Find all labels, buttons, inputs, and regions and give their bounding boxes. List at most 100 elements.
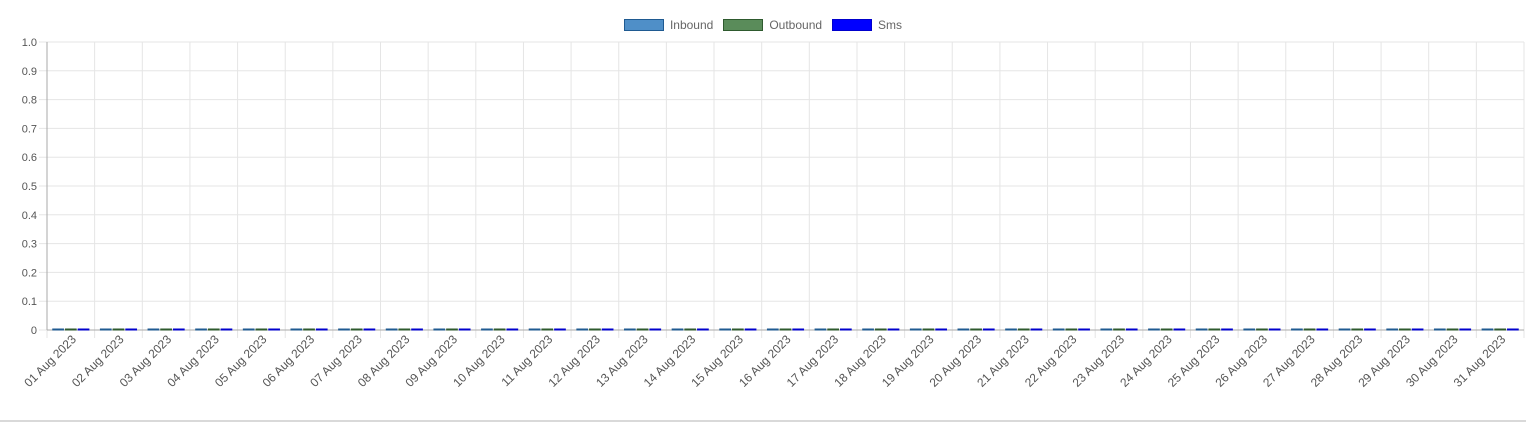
y-tick-label: 0.7 xyxy=(22,123,37,135)
bar-outbound xyxy=(1017,328,1030,331)
bottom-divider xyxy=(0,420,1526,422)
bar-inbound xyxy=(624,328,636,331)
bar-outbound xyxy=(1351,328,1364,331)
bar-sms xyxy=(744,328,757,331)
bar-inbound xyxy=(766,328,779,331)
bar-inbound xyxy=(242,328,255,331)
bar-sms xyxy=(1125,328,1138,331)
legend-swatch xyxy=(832,19,873,31)
bar-outbound xyxy=(922,328,935,331)
bar-outbound xyxy=(779,328,792,331)
y-tick-label: 0.9 xyxy=(22,66,37,78)
bar-outbound xyxy=(732,328,744,331)
bar-sms xyxy=(172,328,185,331)
bar-outbound xyxy=(160,328,172,331)
bar-sms xyxy=(601,328,614,331)
bar-sms xyxy=(77,328,90,331)
bar-sms xyxy=(1173,328,1186,331)
bar-sms xyxy=(1507,328,1519,331)
bar-outbound xyxy=(636,328,649,331)
y-tick-label: 0.1 xyxy=(22,296,37,308)
bar-outbound xyxy=(207,328,220,331)
bar-inbound xyxy=(957,328,970,331)
y-tick-label: 0 xyxy=(31,325,37,337)
bar-outbound xyxy=(1399,328,1411,331)
y-tick-label: 1.0 xyxy=(22,37,37,49)
legend-label: Outbound xyxy=(769,18,823,32)
bar-inbound xyxy=(147,328,160,331)
legend-label: Sms xyxy=(878,18,903,32)
bar-inbound xyxy=(1148,328,1160,331)
bar-sms xyxy=(1030,328,1043,331)
bar-inbound xyxy=(1005,328,1017,331)
bar-inbound xyxy=(862,328,874,331)
bar-sms xyxy=(315,328,328,331)
bar-inbound xyxy=(433,328,446,331)
y-tick-label: 0.6 xyxy=(22,152,37,164)
bar-sms xyxy=(220,328,233,331)
bar-outbound xyxy=(1446,328,1459,331)
bar-sms xyxy=(1221,328,1233,331)
bar-outbound xyxy=(827,328,839,331)
legend-label: Inbound xyxy=(669,18,714,32)
bar-outbound xyxy=(541,328,554,331)
bar-inbound xyxy=(719,328,732,331)
bar-inbound xyxy=(671,328,684,331)
bar-inbound xyxy=(576,328,589,331)
bar-inbound xyxy=(195,328,207,331)
bar-sms xyxy=(1078,328,1090,331)
bar-outbound xyxy=(1494,328,1507,331)
bar-inbound xyxy=(1291,328,1303,331)
bar-inbound xyxy=(1100,328,1113,331)
bar-inbound xyxy=(52,328,64,331)
legend-item-inbound[interactable]: Inbound xyxy=(623,18,714,32)
bar-sms xyxy=(363,328,376,331)
bar-inbound xyxy=(528,328,541,331)
bar-outbound xyxy=(398,328,411,331)
y-tick-label: 0.8 xyxy=(22,95,37,107)
x-tick-label: 31 Aug 2023 xyxy=(1451,332,1509,390)
bar-inbound xyxy=(481,328,493,331)
bar-outbound xyxy=(303,328,315,331)
bar-sms xyxy=(411,328,423,331)
bar-sms xyxy=(1316,328,1329,331)
bar-inbound xyxy=(1481,328,1494,331)
bar-outbound xyxy=(1303,328,1316,331)
bar-inbound xyxy=(1243,328,1256,331)
bar-sms xyxy=(982,328,995,331)
bar-inbound xyxy=(1338,328,1351,331)
bar-outbound xyxy=(350,328,363,331)
bar-inbound xyxy=(1052,328,1065,331)
y-tick-label: 0.3 xyxy=(22,239,37,251)
bar-outbound xyxy=(112,328,125,331)
bar-outbound xyxy=(684,328,697,331)
bar-outbound xyxy=(874,328,887,331)
bar-inbound xyxy=(290,328,303,331)
bar-inbound xyxy=(1195,328,1208,331)
bar-sms xyxy=(1411,328,1424,331)
bar-sms xyxy=(554,328,566,331)
bar-inbound xyxy=(909,328,922,331)
bar-sms xyxy=(649,328,662,331)
bar-sms xyxy=(458,328,471,331)
bar-outbound xyxy=(1208,328,1221,331)
bar-outbound xyxy=(255,328,268,331)
bar-outbound xyxy=(1256,328,1268,331)
bar-inbound xyxy=(1433,328,1446,331)
bar-sms xyxy=(697,328,709,331)
bar-outbound xyxy=(970,328,982,331)
legend-item-outbound[interactable]: Outbound xyxy=(723,18,822,32)
bar-sms xyxy=(1268,328,1281,331)
bar-outbound xyxy=(1160,328,1173,331)
bar-inbound xyxy=(1386,328,1399,331)
bar-inbound xyxy=(814,328,827,331)
bar-inbound xyxy=(338,328,350,331)
y-tick-label: 0.2 xyxy=(22,267,37,279)
legend-item-sms[interactable]: Sms xyxy=(832,18,902,32)
bar-sms xyxy=(268,328,280,331)
bar-sms xyxy=(506,328,519,331)
y-tick-label: 0.4 xyxy=(22,210,37,222)
legend-swatch xyxy=(723,19,764,31)
bar-sms xyxy=(839,328,852,331)
bar-sms xyxy=(935,328,947,331)
